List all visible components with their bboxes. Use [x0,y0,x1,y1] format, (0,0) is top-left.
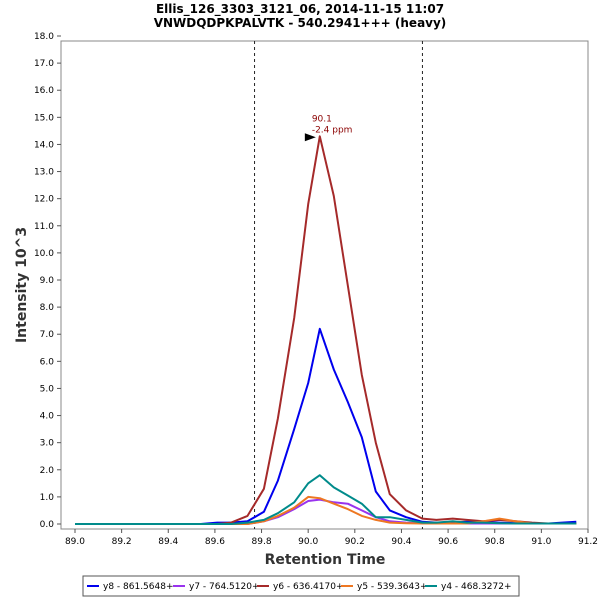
legend-box [82,575,520,597]
legend-items: y8 - 861.5648+ y7 - 764.5120+ y6 - 636.417… [87,582,512,592]
legend-label: y6 - 636.4170+ [273,582,344,592]
y-tick-label: 1.0 [40,493,55,503]
x-tick-label: 89.6 [205,537,225,547]
chart-title: Ellis_126_3303_3121_06, 2014-11-15 11:07 [156,2,444,17]
y-tick-label: 12.0 [34,195,54,205]
y-axis: 0.0 1.0 2.0 3.0 4.0 5.0 6.0 7.0 8.0 9.0 10.0 11.0 12… [34,32,61,530]
y-tick-label: 10.0 [34,249,54,259]
x-tick-label: 89.4 [158,537,178,547]
y-tick-label: 7.0 [40,330,55,340]
x-tick-label: 89.8 [252,537,272,547]
x-tick-label: 91.0 [531,537,551,547]
peak-marker-icon [304,133,316,142]
chart-subtitle: VNWDQDPKPALVTK - 540.2941+++ (heavy) [154,16,447,30]
legend-label: y4 - 468.3272+ [441,582,512,592]
y-tick-label: 8.0 [40,303,55,313]
y-axis-label: Intensity 10^3 [14,227,30,343]
x-tick-label: 90.0 [298,537,318,547]
y-tick-label: 5.0 [40,384,55,394]
x-axis-label: Retention Time [265,552,386,568]
x-axis: 89.0 89.2 89.4 89.6 89.8 90.0 90.2 90.4 90.6 90.8… [65,529,598,547]
legend-label: y7 - 764.5120+ [189,582,260,592]
y-tick-label: 17.0 [34,59,54,69]
y-tick-label: 3.0 [40,439,55,449]
x-tick-label: 90.8 [485,537,505,547]
y-tick-label: 18.0 [34,32,54,42]
x-tick-label: 91.2 [578,537,598,547]
x-tick-label: 89.2 [112,537,132,547]
x-tick-label: 90.2 [345,537,365,547]
y-tick-label: 14.0 [34,140,54,150]
y-tick-label: 4.0 [40,412,55,422]
legend: y8 - 861.5648+ y7 - 764.5120+ y6 - 636.417… [82,575,520,597]
legend-label: y5 - 539.3643+ [357,582,428,592]
y-tick-label: 0.0 [40,520,55,530]
peak-annotation: 90.1 -2.4 ppm [304,114,353,142]
legend-label: y8 - 861.5648+ [103,582,174,592]
y-tick-label: 16.0 [34,86,54,96]
y-tick-label: 9.0 [40,276,55,286]
peak-ppm-label: -2.4 ppm [312,125,353,135]
plot-area [60,40,589,530]
series-line [75,474,577,525]
y-tick-label: 11.0 [34,222,54,232]
y-tick-label: 15.0 [34,113,54,123]
y-tick-label: 2.0 [40,466,55,476]
y-tick-label: 13.0 [34,168,54,178]
x-tick-label: 90.4 [391,537,411,547]
peak-rt-label: 90.1 [312,114,332,124]
y-tick-label: 6.0 [40,357,55,367]
x-tick-label: 89.0 [65,537,85,547]
x-tick-label: 90.6 [438,537,458,547]
series-layer [75,135,577,525]
